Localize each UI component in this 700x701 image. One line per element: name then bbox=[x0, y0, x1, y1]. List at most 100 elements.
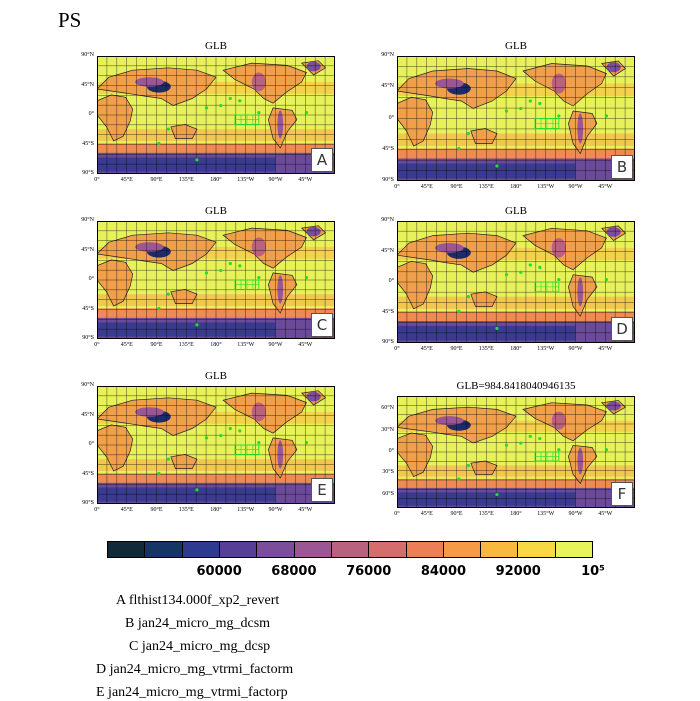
legend-entry: A flthist134.000f_xp2_revert bbox=[116, 593, 279, 609]
lat-tick-label: 0° bbox=[366, 115, 394, 121]
panel-title: GLB bbox=[97, 370, 335, 382]
map-plot bbox=[397, 56, 635, 181]
station-marker bbox=[229, 427, 232, 430]
station-marker bbox=[167, 293, 170, 296]
lon-tick-label: 135°E bbox=[471, 511, 501, 517]
map-plot bbox=[397, 221, 635, 343]
colorbar-tick-label: 92000 bbox=[483, 564, 553, 579]
station-marker bbox=[519, 271, 522, 274]
station-marker bbox=[238, 99, 241, 102]
panel-letter: D bbox=[611, 317, 633, 341]
lon-tick-label: 180° bbox=[201, 177, 231, 183]
lon-tick-label: 45°E bbox=[412, 511, 442, 517]
lon-tick-label: 135°W bbox=[231, 177, 261, 183]
station-marker bbox=[195, 158, 198, 161]
station-marker bbox=[529, 263, 532, 266]
colorbar-tick-label: 68000 bbox=[259, 564, 329, 579]
panel-letter: A bbox=[311, 148, 333, 172]
colorbar-tick-label: 84000 bbox=[408, 564, 478, 579]
lon-tick-label: 90°E bbox=[442, 511, 472, 517]
lon-tick-label: 90°W bbox=[561, 184, 591, 190]
lat-tick-label: 45°N bbox=[366, 248, 394, 254]
lon-tick-label: 45°W bbox=[590, 511, 620, 517]
colorbar-segment bbox=[145, 542, 182, 557]
panel-letter: B bbox=[611, 155, 633, 179]
lon-tick-label: 180° bbox=[501, 184, 531, 190]
lon-tick-label: 135°E bbox=[171, 507, 201, 513]
lon-tick-label: 0° bbox=[82, 342, 112, 348]
lat-tick-label: 90°S bbox=[366, 177, 394, 183]
colorbar-segment bbox=[295, 542, 332, 557]
lat-tick-label: 45°N bbox=[66, 412, 94, 418]
station-marker bbox=[205, 436, 208, 439]
legend-entry: B jan24_micro_mg_dcsm bbox=[125, 616, 270, 632]
lon-tick-label: 135°E bbox=[471, 346, 501, 352]
lon-tick-label: 45°E bbox=[112, 342, 142, 348]
lat-tick-label: 0° bbox=[66, 276, 94, 282]
lat-tick-label: 0° bbox=[366, 448, 394, 454]
lon-tick-label: 45°W bbox=[290, 177, 320, 183]
station-marker bbox=[257, 276, 260, 279]
lon-tick-label: 0° bbox=[82, 177, 112, 183]
panel-title: GLB bbox=[97, 205, 335, 217]
lon-tick-label: 90°W bbox=[561, 511, 591, 517]
station-marker bbox=[195, 488, 198, 491]
station-marker bbox=[157, 472, 160, 475]
lon-tick-label: 0° bbox=[382, 511, 412, 517]
station-marker bbox=[167, 458, 170, 461]
lat-tick-label: 90°N bbox=[366, 52, 394, 58]
lon-tick-label: 0° bbox=[82, 507, 112, 513]
station-marker bbox=[467, 132, 470, 135]
station-marker bbox=[495, 164, 498, 167]
station-marker bbox=[305, 276, 308, 279]
colorbar-tick-label: 60000 bbox=[184, 564, 254, 579]
station-marker bbox=[505, 109, 508, 112]
lon-tick-label: 45°W bbox=[590, 184, 620, 190]
station-marker bbox=[605, 448, 608, 451]
lon-tick-label: 90°W bbox=[561, 346, 591, 352]
lat-tick-label: 30°S bbox=[366, 469, 394, 475]
colorbar-segment bbox=[556, 542, 592, 557]
lon-tick-label: 135°W bbox=[531, 346, 561, 352]
lon-tick-label: 45°E bbox=[412, 346, 442, 352]
lon-tick-label: 90°E bbox=[142, 177, 172, 183]
colorbar-segment bbox=[257, 542, 294, 557]
panel-title: GLB bbox=[397, 40, 635, 52]
station-marker bbox=[557, 278, 560, 281]
colorbar-segment bbox=[369, 542, 406, 557]
lon-tick-label: 135°W bbox=[231, 342, 261, 348]
station-marker bbox=[305, 111, 308, 114]
station-marker bbox=[219, 104, 222, 107]
lat-tick-label: 0° bbox=[66, 111, 94, 117]
colorbar-segment bbox=[481, 542, 518, 557]
station-marker bbox=[238, 429, 241, 432]
station-marker bbox=[257, 111, 260, 114]
station-marker bbox=[557, 114, 560, 117]
station-marker bbox=[457, 147, 460, 150]
lat-tick-label: 90°S bbox=[66, 500, 94, 506]
lon-tick-label: 0° bbox=[382, 184, 412, 190]
station-marker bbox=[529, 435, 532, 438]
lat-tick-label: 0° bbox=[366, 278, 394, 284]
colorbar-segment bbox=[183, 542, 220, 557]
lon-tick-label: 180° bbox=[501, 511, 531, 517]
lon-tick-label: 45°E bbox=[112, 177, 142, 183]
colorbar-segment bbox=[332, 542, 369, 557]
colorbar-segment bbox=[407, 542, 444, 557]
station-marker bbox=[467, 464, 470, 467]
map-frame bbox=[97, 386, 335, 504]
lon-tick-label: 180° bbox=[201, 507, 231, 513]
station-marker bbox=[205, 271, 208, 274]
map-frame bbox=[97, 56, 335, 174]
station-marker bbox=[457, 477, 460, 480]
colorbar bbox=[107, 541, 593, 558]
station-marker bbox=[519, 441, 522, 444]
map-frame bbox=[397, 56, 635, 181]
station-marker bbox=[495, 493, 498, 496]
lon-tick-label: 90°E bbox=[142, 342, 172, 348]
lat-tick-label: 90°S bbox=[66, 335, 94, 341]
lon-tick-label: 90°E bbox=[142, 507, 172, 513]
lat-tick-label: 45°S bbox=[366, 309, 394, 315]
lon-tick-label: 45°E bbox=[112, 507, 142, 513]
station-marker bbox=[457, 310, 460, 313]
